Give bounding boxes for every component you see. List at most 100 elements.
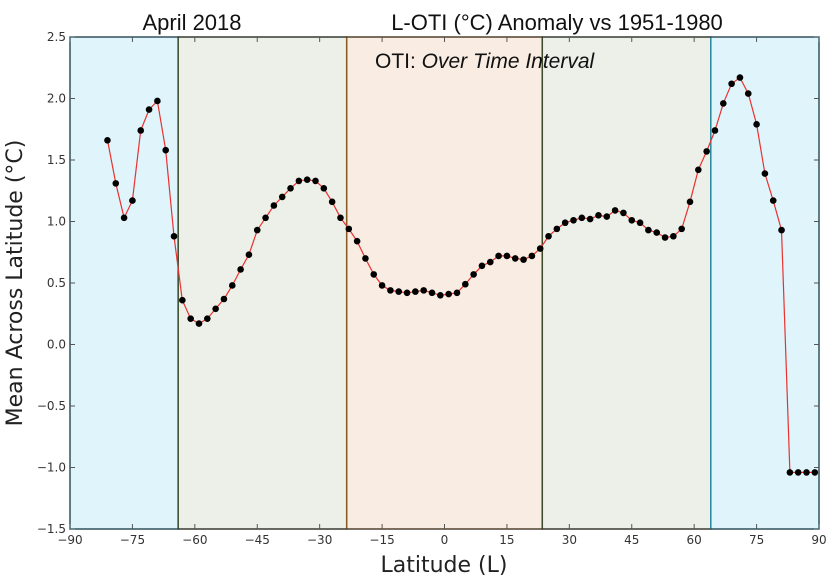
data-point	[245, 251, 253, 259]
x-tick-label: −30	[307, 533, 332, 547]
data-point	[636, 219, 644, 227]
data-point	[145, 106, 153, 113]
data-point	[553, 225, 561, 233]
data-point	[320, 184, 328, 192]
chart-title: L-OTI (°C) Anomaly vs 1951-1980	[391, 10, 723, 35]
chart-title-left: April 2018	[142, 10, 241, 35]
data-point	[162, 146, 170, 154]
data-point	[262, 214, 269, 222]
data-point	[337, 214, 344, 222]
data-point	[420, 287, 427, 294]
data-point	[437, 292, 444, 299]
data-point	[511, 255, 519, 262]
data-point	[495, 252, 502, 260]
data-point	[661, 234, 669, 241]
x-tick-label: 0	[441, 533, 449, 547]
data-point	[528, 252, 536, 260]
x-tick-label: 45	[624, 533, 639, 547]
data-point	[170, 232, 178, 240]
data-point	[536, 245, 544, 252]
data-point	[137, 127, 145, 134]
y-tick-label: 1.0	[47, 215, 66, 229]
latitude-bands	[69, 36, 820, 530]
y-tick-label: 2.5	[47, 30, 66, 44]
data-point	[328, 198, 336, 206]
data-point	[670, 232, 677, 240]
data-point	[179, 296, 186, 304]
y-tick-label: 1.5	[47, 153, 66, 167]
data-point	[603, 213, 611, 220]
data-point	[303, 176, 311, 183]
data-point	[719, 100, 727, 107]
data-point	[786, 469, 794, 476]
y-tick-label: −0.5	[37, 399, 66, 413]
x-axis: −90 −75 −60 −45 −30 −15 0 15 30 45 60 75 90	[57, 37, 827, 547]
data-point	[287, 184, 294, 192]
data-point	[753, 121, 760, 128]
data-point	[470, 271, 477, 278]
data-point	[545, 232, 552, 240]
data-point	[187, 315, 194, 322]
x-axis-label-text: Latitude	[381, 553, 472, 578]
data-point	[794, 469, 802, 476]
data-point	[769, 197, 777, 204]
data-point	[520, 256, 527, 263]
data-point	[104, 137, 111, 144]
data-point	[295, 177, 303, 185]
data-point	[428, 289, 436, 297]
x-tick-label: 30	[562, 533, 577, 547]
data-point	[686, 198, 694, 206]
data-point	[195, 320, 203, 327]
x-tick-label: −90	[57, 533, 82, 547]
data-point	[445, 290, 452, 298]
data-point	[561, 219, 569, 227]
x-tick-label: −45	[245, 533, 270, 547]
data-point	[278, 193, 286, 201]
data-point	[744, 90, 752, 97]
x-tick-label: −60	[182, 533, 207, 547]
data-point	[204, 315, 211, 322]
band-1	[177, 36, 348, 530]
band-4	[710, 36, 820, 530]
data-point	[611, 207, 619, 214]
data-point	[653, 229, 661, 236]
y-tick-label: 0.0	[47, 338, 66, 352]
data-point	[728, 80, 735, 88]
data-point	[412, 288, 419, 295]
x-tick-label: 75	[749, 533, 764, 547]
data-point	[628, 216, 636, 224]
data-point	[353, 237, 361, 245]
annotation: OTI: Over Time Interval	[375, 50, 596, 73]
band-0	[69, 36, 179, 530]
data-point	[578, 214, 586, 222]
data-point	[462, 280, 469, 288]
y-tick-label: 2.0	[47, 92, 66, 106]
data-point	[154, 97, 161, 105]
data-point	[362, 255, 369, 262]
data-point	[811, 469, 819, 476]
data-point	[253, 226, 261, 234]
y-tick-label: −1.0	[37, 461, 66, 475]
data-point	[503, 252, 511, 260]
x-tick-label: −75	[120, 533, 145, 547]
data-point	[129, 197, 136, 204]
data-point	[370, 271, 378, 278]
data-point	[237, 266, 244, 273]
data-point	[478, 262, 486, 270]
y-axis-label: Mean Across Latitude (°C)	[3, 140, 28, 427]
annotation-text: Over Time Interval	[422, 50, 596, 73]
data-point	[312, 177, 319, 185]
data-point	[736, 74, 744, 81]
x-tick-label: 90	[811, 533, 826, 547]
data-point	[387, 287, 394, 294]
y-tick-label: 0.5	[47, 276, 66, 290]
y-axis: 2.5 2.0 1.5 1.0 0.5 0.0 −0.5 −1.0 −1.5	[37, 30, 819, 536]
x-axis-label: Latitude (L)	[381, 553, 508, 578]
data-point	[645, 226, 652, 234]
data-point	[695, 166, 702, 174]
data-point	[220, 295, 228, 303]
x-tick-label: −15	[369, 533, 394, 547]
y-tick-label: −1.5	[37, 522, 66, 536]
annotation-prefix: OTI:	[375, 50, 422, 73]
